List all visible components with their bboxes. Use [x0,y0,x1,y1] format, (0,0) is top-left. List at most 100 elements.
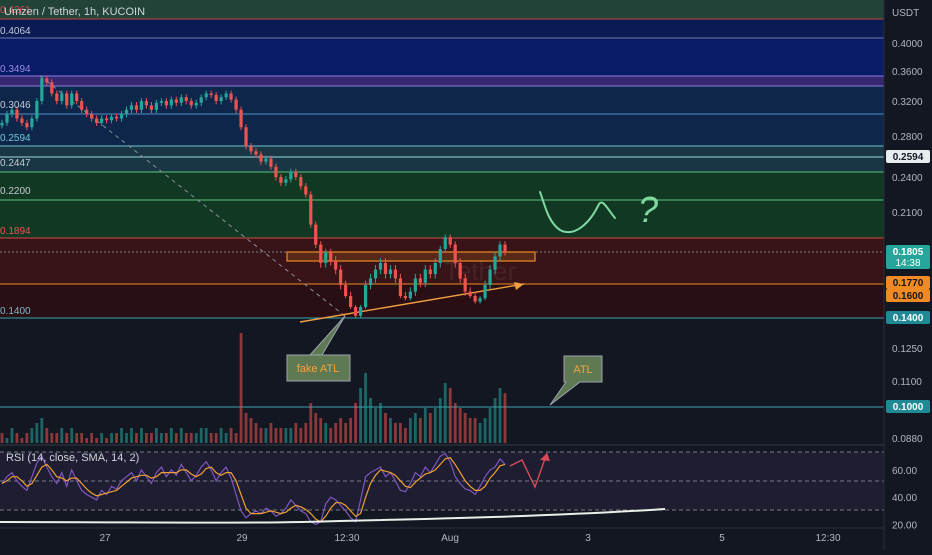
candle-body [239,109,243,128]
volume-bar [224,433,228,443]
candle-body [40,78,44,101]
candle-body [408,291,412,299]
candle-body [189,101,193,106]
candle-body [229,93,233,100]
left-level-label: 0.2447 [0,158,31,169]
volume-bar [339,418,343,443]
candle-body [448,237,452,245]
left-level-label: 0.2594 [0,133,31,144]
volume-bar [40,418,44,443]
candle-body [0,122,4,126]
left-level-label: 0.4261 [0,5,31,16]
volume-bar [319,418,323,443]
volume-bar [85,438,89,443]
candle-body [134,105,139,110]
candle-body [279,177,283,183]
candle-body [473,296,477,302]
volume-bar [150,433,153,443]
candle-body [453,244,457,263]
volume-bar [403,428,407,443]
candle-body [314,224,318,245]
candle-body [219,97,223,101]
volume-bar [423,408,427,443]
price-tick: 0.1250 [892,344,923,355]
volume-bar [463,413,467,443]
price-badge-value: 0.1770 [893,278,924,289]
candle-body [80,101,84,110]
left-level-label: 0.1400 [0,306,31,317]
rsi-trendline[interactable] [0,508,666,524]
zone-dark-green [0,172,884,238]
volume-bar [60,428,64,443]
candle-body [35,101,39,119]
volume-bar [264,428,268,443]
rsi-line [1,452,506,526]
atl-callout[interactable]: ATL [549,355,603,406]
candle-body [388,269,393,274]
volume-bar [359,388,362,443]
candle-body [95,118,99,123]
volume-bar [90,433,94,443]
candle-body [503,244,507,252]
volume-bar [329,428,333,443]
candle-body [10,109,14,115]
candle-body [169,99,173,106]
volume-bar [0,433,4,443]
zone-purple [0,76,884,86]
candle-body [493,256,497,270]
candle-body [433,263,437,274]
volume-bar [45,428,49,443]
hand-drawn-curve[interactable] [539,191,616,233]
price-axis[interactable] [884,0,932,550]
price-badge [886,311,930,324]
volume-bar [55,433,59,443]
candle-body [349,296,353,307]
candle-body [199,97,203,103]
price-badge-countdown: 14:38 [895,258,920,269]
zone-teal [0,146,884,172]
candle-body [234,99,238,110]
volume-bar [384,413,387,443]
price-badge [886,400,930,413]
rsi-projection-arrow[interactable] [509,452,548,489]
candle-body [498,244,502,257]
rsi-ma-line [1,456,506,523]
volume-bar [80,433,84,443]
volume-bar [184,433,188,443]
price-tick: 0.0880 [892,434,923,445]
volume-bar [70,428,74,443]
candle-body [378,263,383,270]
candles-layer [0,75,507,318]
volume-bar [354,403,357,443]
time-tick: 5 [719,533,725,544]
candle-body [60,93,64,101]
volume-bar [428,413,432,443]
candle-body [139,101,144,110]
volume-bar [364,373,367,443]
currency-label: USDT [892,8,919,19]
candle-body [358,307,363,316]
time-tick: 3 [585,533,591,544]
volume-bar [279,428,283,443]
candle-body [109,116,114,121]
candle-body [5,114,9,123]
fake-atl-callout[interactable]: fake ATL [286,315,351,382]
volume-bar [374,408,377,443]
resistance-box[interactable] [286,251,536,262]
volume-bar [254,423,258,443]
volume-bar [324,423,328,443]
candle-body [124,109,129,115]
candle-body [483,285,487,299]
question-mark: ? [638,189,658,230]
candle-body [393,269,398,279]
volume-bar [259,428,263,443]
candle-body [20,118,24,123]
resistance-box-fill [287,252,535,261]
candle-body [458,263,462,279]
volume-bar [443,383,447,443]
candle-body [289,171,293,180]
volume-bar [239,333,243,443]
left-level-label: 0.3494 [0,64,31,75]
